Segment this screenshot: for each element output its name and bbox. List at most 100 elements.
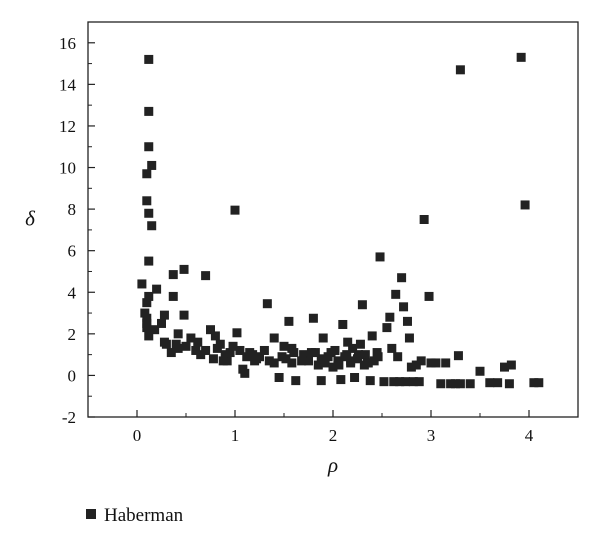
data-point: [455, 379, 465, 389]
data-point: [218, 356, 228, 366]
data-point: [144, 256, 154, 266]
y-tick-label: 14: [59, 75, 77, 94]
data-point: [408, 377, 418, 387]
x-tick-labels: 0 1 2 3 4: [133, 426, 534, 445]
data-point: [201, 345, 211, 355]
data-point: [142, 169, 152, 179]
data-point: [414, 377, 424, 387]
data-point: [144, 142, 154, 152]
data-point: [252, 354, 262, 364]
data-point: [144, 291, 154, 301]
data-point: [357, 300, 367, 310]
data-point: [382, 323, 392, 333]
data-point: [411, 360, 421, 370]
x-axis-title: ρ: [327, 453, 338, 477]
data-point: [304, 356, 313, 366]
y-tick-labels: -2 0 2 4 6 8 10 12 14 16: [59, 34, 77, 427]
data-point: [206, 325, 215, 335]
y-tick-label: 10: [59, 159, 76, 178]
data-point: [485, 378, 495, 388]
data-point: [336, 375, 346, 385]
data-point: [196, 350, 206, 360]
y-tick-label: 6: [68, 242, 77, 261]
data-point: [179, 310, 189, 320]
data-point: [353, 350, 363, 360]
data-point: [262, 299, 272, 309]
x-tick-label: 4: [525, 426, 534, 445]
data-point: [147, 160, 157, 170]
data-point: [343, 337, 353, 347]
data-point: [404, 333, 414, 343]
data-point: [210, 331, 220, 341]
data-point: [328, 362, 338, 372]
data-point: [269, 358, 279, 368]
data-point: [144, 208, 154, 218]
data-point: [416, 356, 426, 366]
data-point: [142, 313, 152, 323]
data-point: [424, 291, 434, 301]
data-point: [144, 54, 154, 64]
data-point: [391, 289, 401, 299]
data-point: [395, 377, 405, 387]
data-point: [215, 339, 225, 349]
y-tick-label: 0: [68, 366, 77, 385]
data-point: [179, 264, 189, 274]
data-point: [186, 333, 196, 343]
data-point: [225, 348, 235, 358]
data-point: [137, 279, 147, 289]
data-point: [201, 271, 211, 281]
data-point: [264, 356, 274, 366]
data-point: [173, 343, 183, 353]
data-point: [516, 52, 526, 62]
data-point: [313, 360, 323, 370]
legend: Haberman: [86, 505, 184, 526]
data-point: [316, 376, 326, 386]
data-point: [220, 350, 230, 360]
data-point: [359, 360, 369, 370]
data-points: [137, 52, 544, 389]
y-tick-label: 4: [68, 283, 77, 302]
data-point: [159, 310, 169, 320]
data-point: [360, 350, 370, 360]
data-point: [259, 345, 269, 355]
data-point: [338, 319, 348, 329]
data-point: [441, 358, 451, 368]
y-tick-label: 16: [59, 34, 76, 53]
data-point: [306, 348, 316, 358]
data-point: [152, 284, 162, 294]
axis-ticks: [87, 42, 579, 418]
data-point: [291, 376, 301, 386]
data-point: [401, 377, 411, 387]
data-point: [230, 205, 240, 215]
data-point: [193, 337, 203, 347]
data-point: [334, 360, 344, 370]
data-point: [142, 323, 152, 333]
data-point: [453, 351, 463, 361]
data-point: [279, 341, 289, 351]
data-point: [147, 221, 157, 231]
data-point: [168, 291, 178, 301]
data-point: [346, 356, 356, 366]
data-point: [316, 354, 326, 364]
data-point: [284, 316, 294, 326]
data-point: [393, 352, 403, 362]
data-point: [379, 377, 389, 387]
x-tick-label: 3: [427, 426, 436, 445]
data-point: [520, 200, 530, 210]
data-point: [342, 350, 352, 360]
data-point: [166, 348, 176, 358]
data-point: [277, 352, 287, 362]
legend-marker: [86, 509, 96, 519]
data-point: [297, 356, 307, 366]
data-point: [426, 358, 436, 368]
y-tick-label: 12: [59, 117, 76, 136]
data-point: [140, 308, 150, 318]
data-point: [455, 65, 465, 75]
data-point: [375, 252, 385, 262]
x-tick-label: 2: [329, 426, 338, 445]
data-point: [235, 345, 245, 355]
data-point: [173, 329, 183, 339]
data-point: [308, 313, 318, 323]
data-point: [208, 354, 218, 364]
